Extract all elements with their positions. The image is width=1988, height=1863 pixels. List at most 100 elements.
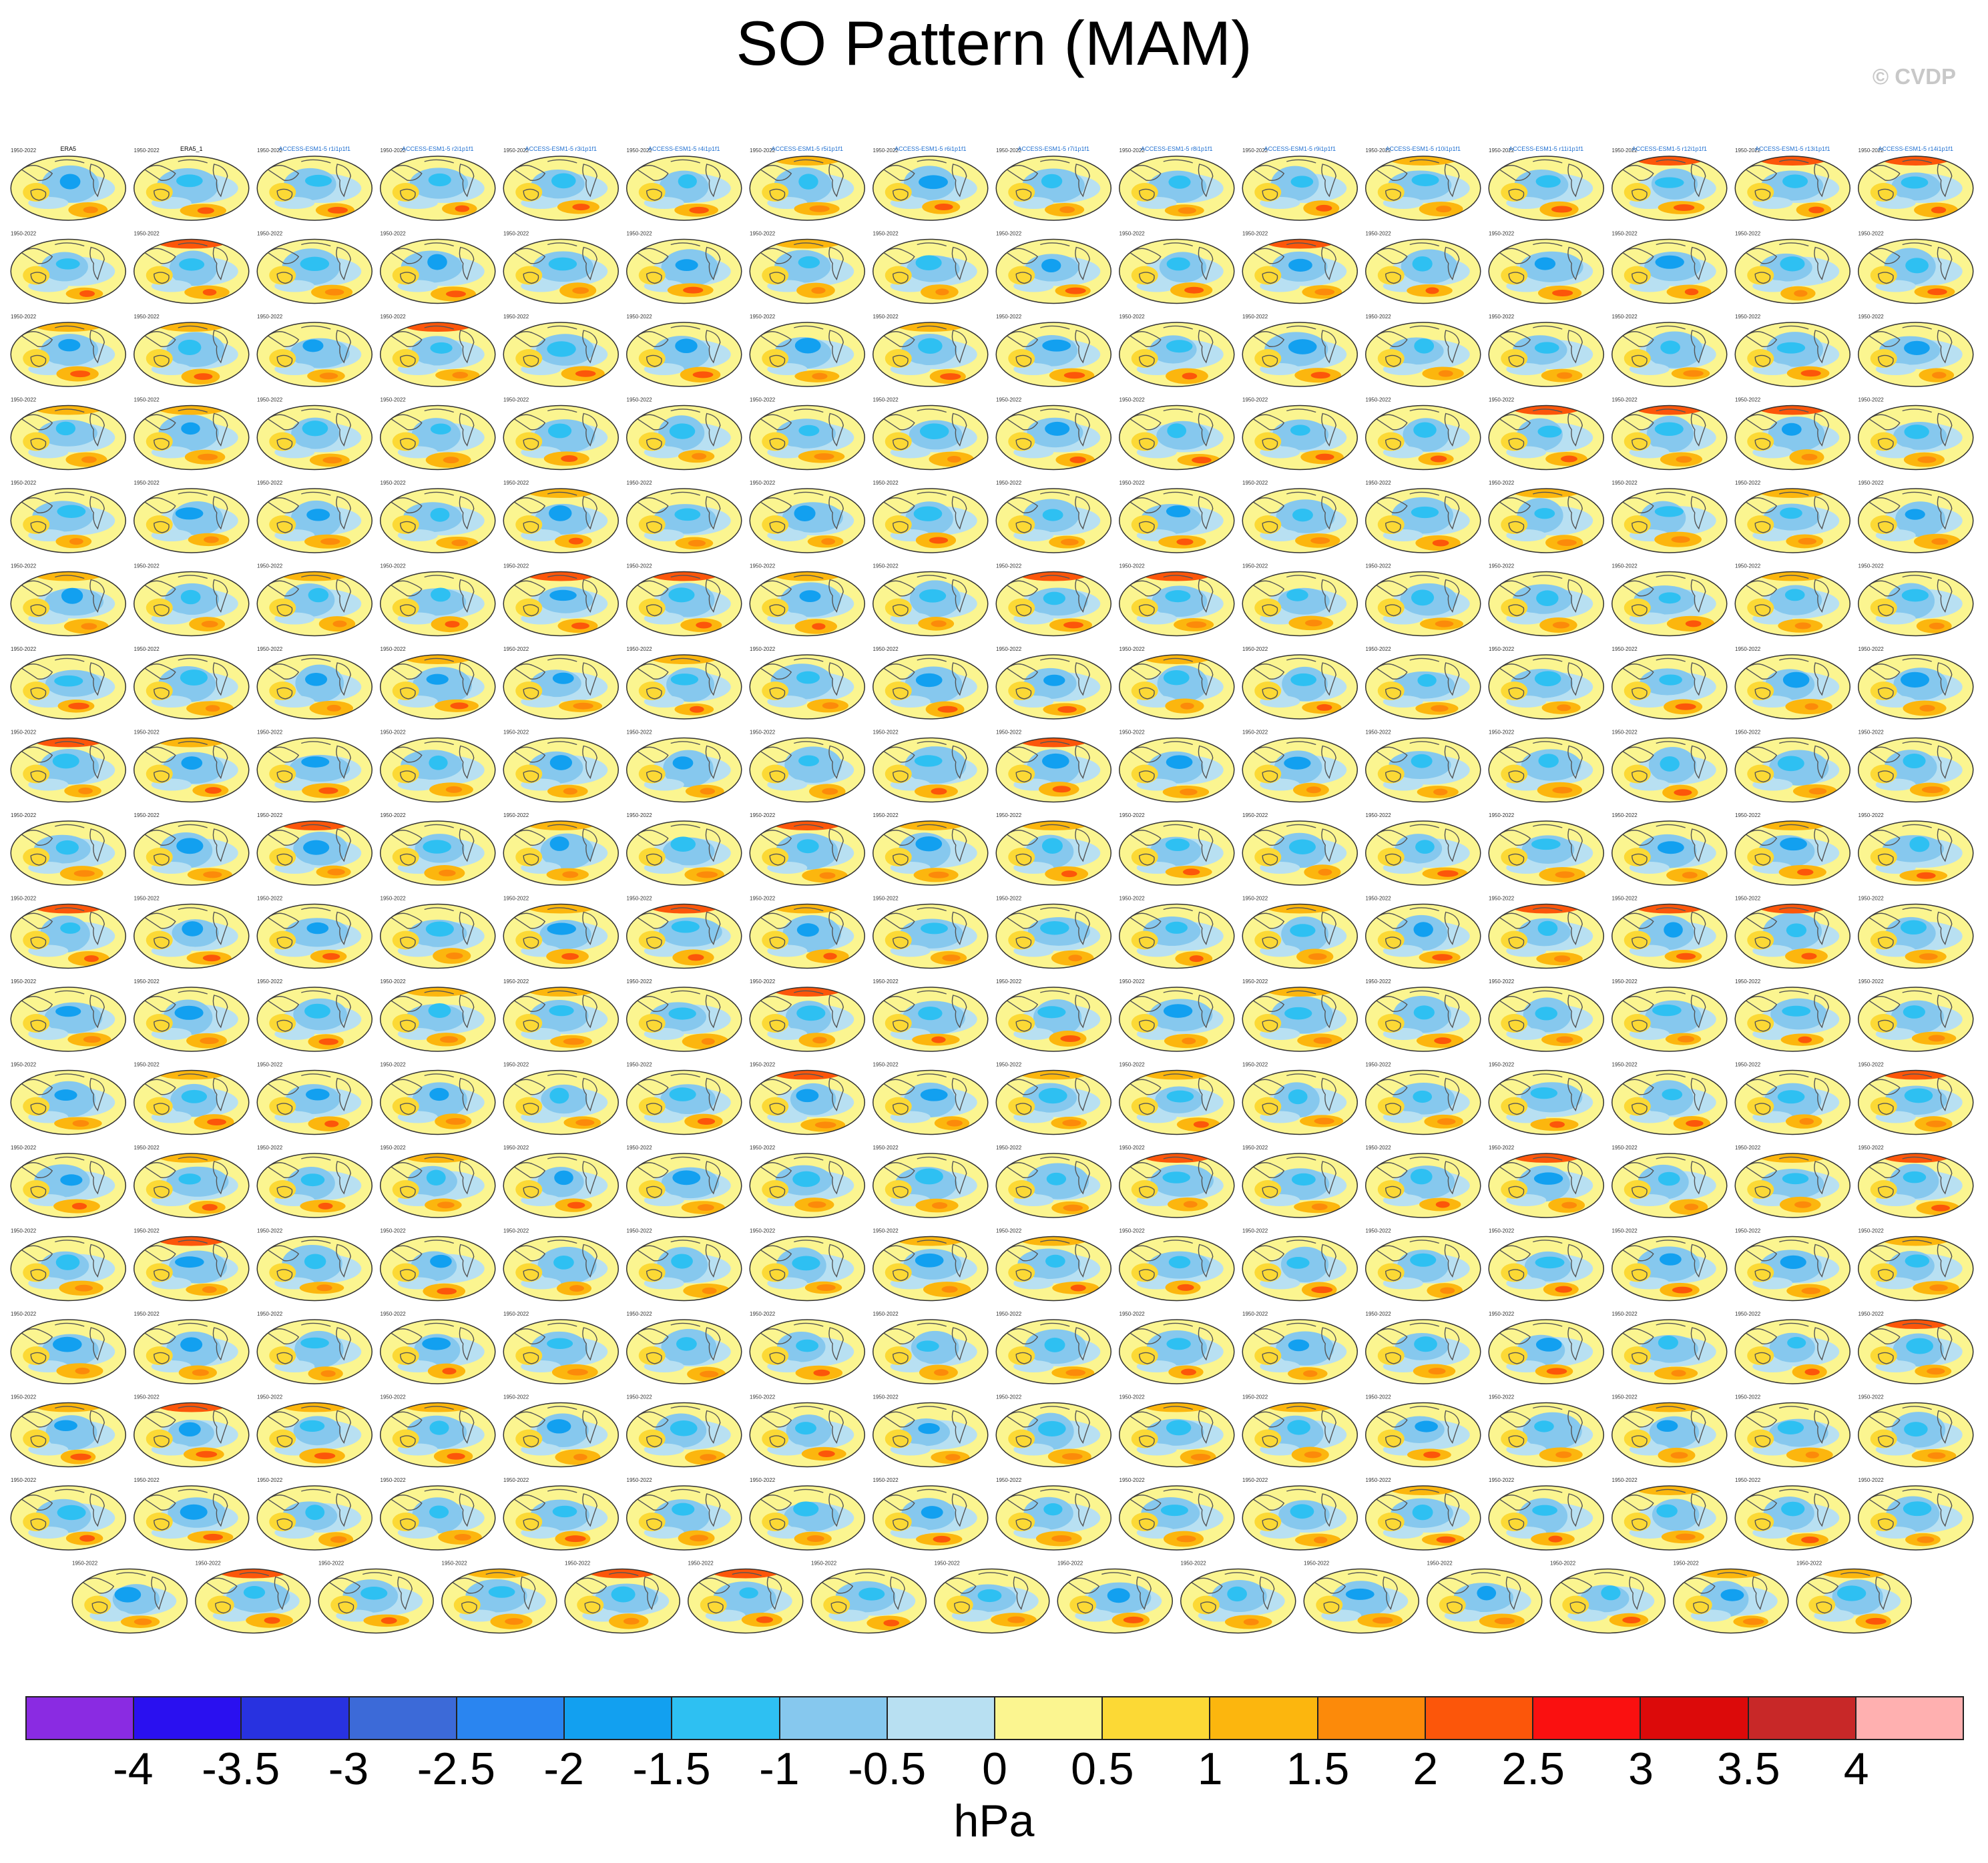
- panel-period-label: 1950-2022: [381, 1311, 407, 1317]
- colorbar-swatch: [1748, 1697, 1856, 1739]
- panel-period-label: 1950-2022: [1489, 148, 1515, 154]
- panel-period-label: 1950-2022: [1120, 896, 1146, 902]
- panel-period-label: 1950-2022: [1735, 812, 1761, 818]
- panel-period-label: 1950-2022: [750, 1062, 776, 1068]
- panel-title: ACCESS-ESM1-5 r1i1p1f1: [278, 146, 350, 152]
- panel-period-label: 1950-2022: [11, 1311, 37, 1317]
- map-panel: [10, 238, 126, 304]
- map-panel: [995, 571, 1111, 637]
- panel-period-label: 1950-2022: [11, 1062, 37, 1068]
- panel-period-label: 1950-2022: [1120, 1145, 1146, 1151]
- map-panel: [1734, 1069, 1850, 1135]
- map-panel: [503, 903, 619, 969]
- colorbar-tick-label: 4: [1843, 1744, 1869, 1794]
- map-panel: [873, 987, 989, 1052]
- panel-period-label: 1950-2022: [503, 1228, 529, 1234]
- panel-period-label: 1950-2022: [1242, 563, 1268, 569]
- panel-period-label: 1950-2022: [503, 979, 529, 985]
- map-panel: [1365, 1069, 1481, 1135]
- map-panel: [1734, 1153, 1850, 1218]
- panel-period-label: 1950-2022: [257, 480, 283, 486]
- colorbar-tick-label: 3.5: [1717, 1744, 1780, 1794]
- colorbar-swatch: [1533, 1697, 1642, 1739]
- panel-period-label: 1950-2022: [11, 1477, 37, 1483]
- colorbar-tick-label: 2: [1413, 1744, 1439, 1794]
- panel-period-label: 1950-2022: [503, 231, 529, 237]
- colorbar-swatch: [349, 1697, 457, 1739]
- colorbar-unit-label: hPa: [953, 1796, 1035, 1846]
- panel-title: ACCESS-ESM1-5 r10i1p1f1: [1385, 146, 1461, 152]
- map-panel: [380, 1236, 496, 1302]
- map-panel: [1242, 820, 1358, 886]
- panel-period-label: 1950-2022: [750, 148, 776, 154]
- map-panel: [256, 1153, 372, 1218]
- map-panel: [380, 903, 496, 969]
- panel-period-label: 1950-2022: [1612, 1394, 1638, 1400]
- panel-period-label: 1950-2022: [1489, 314, 1515, 320]
- map-panel: [1734, 405, 1850, 471]
- panel-period-label: 1950-2022: [1735, 1311, 1761, 1317]
- map-panel: [380, 405, 496, 471]
- map-panel: [1119, 322, 1235, 387]
- panel-period-label: 1950-2022: [627, 148, 653, 154]
- panel-period-label: 1950-2022: [1366, 563, 1392, 569]
- panel-period-label: 1950-2022: [1242, 646, 1268, 652]
- panel-period-label: 1950-2022: [134, 563, 160, 569]
- panel-period-label: 1950-2022: [627, 1228, 653, 1234]
- map-panel: [995, 903, 1111, 969]
- map-panel: [1488, 820, 1604, 886]
- map-panel: [380, 156, 496, 221]
- panel-period-label: 1950-2022: [1242, 1394, 1268, 1400]
- panel-period-label: 1950-2022: [1612, 1062, 1638, 1068]
- panel-title: ACCESS-ESM1-5 r5i1p1f1: [771, 146, 843, 152]
- map-panel: [256, 322, 372, 387]
- panel-period-label: 1950-2022: [1489, 1311, 1515, 1317]
- map-panel: [1858, 987, 1974, 1052]
- map-panel: [995, 820, 1111, 886]
- panel-period-label: 1950-2022: [1735, 1477, 1761, 1483]
- panel-period-label: 1950-2022: [1612, 1477, 1638, 1483]
- panel-period-label: 1950-2022: [1858, 314, 1885, 320]
- panel-period-label: 1950-2022: [381, 563, 407, 569]
- map-panel: [1734, 322, 1850, 387]
- map-panel: [134, 1153, 250, 1218]
- map-panel: [1611, 737, 1728, 803]
- panel-period-label: 1950-2022: [1735, 730, 1761, 736]
- panel-period-label: 1950-2022: [627, 1145, 653, 1151]
- map-panel: [873, 571, 989, 637]
- panel-period-label: 1950-2022: [257, 896, 283, 902]
- panel-period-label: 1950-2022: [134, 1062, 160, 1068]
- map-panel: [873, 322, 989, 387]
- map-panel: [380, 571, 496, 637]
- panel-period-label: 1950-2022: [11, 730, 37, 736]
- panel-period-label: 1950-2022: [1366, 979, 1392, 985]
- map-panel: [256, 405, 372, 471]
- panel-period-label: 1950-2022: [1242, 148, 1268, 154]
- map-panel: [1365, 322, 1481, 387]
- map-panel: [10, 903, 126, 969]
- map-panel: [1611, 1319, 1728, 1384]
- map-panel: [1242, 654, 1358, 720]
- map-panel: [1611, 571, 1728, 637]
- panel-period-label: 1950-2022: [1489, 1477, 1515, 1483]
- colorbar-swatch: [887, 1697, 995, 1739]
- map-panel: [256, 1236, 372, 1302]
- panel-period-label: 1950-2022: [134, 1228, 160, 1234]
- map-panel: [1734, 1319, 1850, 1384]
- panel-period-label: 1950-2022: [996, 1394, 1022, 1400]
- map-panel: [380, 1485, 496, 1551]
- panel-period-label: 1950-2022: [627, 1477, 653, 1483]
- map-panel: [626, 987, 742, 1052]
- panel-period-label: 1950-2022: [873, 1145, 899, 1151]
- map-panel: [1858, 654, 1974, 720]
- map-panel: [1119, 238, 1235, 304]
- map-panel: [873, 1153, 989, 1218]
- map-panel: [1242, 903, 1358, 969]
- map-panel: [626, 488, 742, 553]
- panel-period-label: 1950-2022: [381, 397, 407, 403]
- panel-period-label: 1950-2022: [688, 1561, 714, 1567]
- map-panel: [134, 571, 250, 637]
- colorbar-tick-label: 0.5: [1071, 1744, 1134, 1794]
- map-panel: [1734, 987, 1850, 1052]
- map-panel: [626, 322, 742, 387]
